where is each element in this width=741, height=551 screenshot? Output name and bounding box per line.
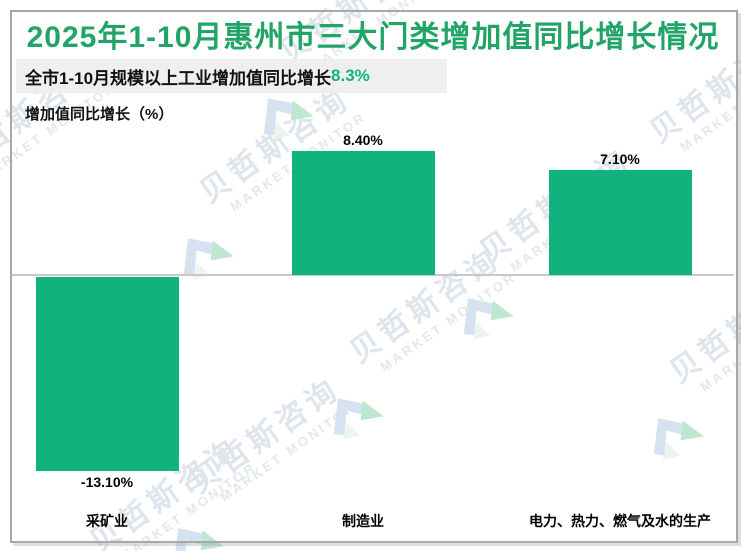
- subtitle-text: 全市1-10月规模以上工业增加值同比增长: [25, 68, 332, 88]
- subtitle-highlight-value: 8.3%: [331, 66, 370, 85]
- watermark-logo-icon: [632, 392, 712, 472]
- bar-value-mining: -13.10%: [80, 474, 134, 490]
- chart-title: 2025年1-10月惠州市三大门类增加值同比增长情况: [26, 21, 720, 54]
- x-axis-line: [12, 274, 734, 276]
- watermark-logo-icon: [442, 272, 522, 352]
- watermark-logo-icon: [152, 502, 232, 551]
- category-label-mining: 采矿业: [86, 513, 128, 529]
- bar-utilities: [548, 170, 692, 275]
- watermark-logo-icon: [242, 72, 322, 152]
- bar-value-manufacturing: 8.40%: [343, 132, 383, 148]
- y-axis-label: 增加值同比增长（%）: [25, 106, 174, 123]
- category-label-manufacturing: 制造业: [342, 513, 384, 529]
- watermark-logo-icon: [312, 372, 392, 452]
- bar-mining: [35, 277, 179, 471]
- bar-manufacturing: [291, 151, 435, 275]
- subtitle-banner: 全市1-10月规模以上工业增加值同比增长 8.3%: [16, 59, 447, 93]
- category-label-utilities: 电力、热力、燃气及水的生产: [529, 513, 711, 529]
- bar-value-utilities: 7.10%: [600, 151, 640, 167]
